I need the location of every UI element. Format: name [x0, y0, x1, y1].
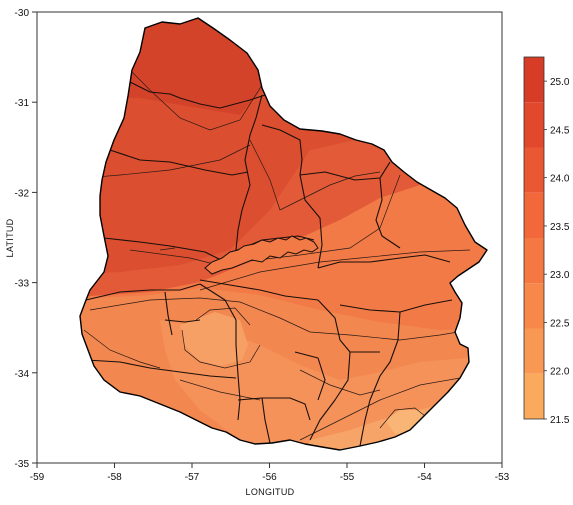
rio-negro-reservoir	[204, 235, 319, 275]
colorbar-label: 23.0	[550, 270, 570, 281]
colorbar-segment	[524, 102, 544, 148]
y-tick-label: -31	[15, 98, 30, 109]
colorbar: 25.0 24.5 24.0 23.5 23.0 22.5 22.0 21.5	[523, 56, 570, 426]
y-tick-label: -30	[15, 8, 30, 19]
x-tick-label: -54	[417, 472, 432, 483]
colorbar-segment	[524, 147, 544, 193]
colorbar-segment	[524, 283, 544, 329]
y-tick-label: -33	[15, 279, 30, 290]
x-axis-label: LONGITUD	[246, 487, 295, 497]
colorbar-label: 22.0	[550, 367, 570, 378]
department-boundaries	[85, 81, 453, 447]
colorbar-label: 24.5	[550, 125, 570, 136]
y-axis-label: LATITUD	[5, 218, 15, 257]
x-tick-label: -58	[107, 472, 122, 483]
colorbar-segment	[524, 57, 544, 103]
band-cool-centre	[180, 312, 248, 366]
colorbar-segment	[524, 328, 544, 374]
colorbar-segment	[524, 373, 544, 419]
x-tick-label: -57	[185, 472, 200, 483]
y-tick-label: -35	[15, 459, 30, 470]
x-tick-label: -55	[340, 472, 355, 483]
colorbar-label: 25.0	[550, 77, 570, 88]
colorbar-label: 21.5	[550, 415, 570, 426]
y-axis-ticks: -30 -31 -32 -33 -34 -35	[15, 8, 37, 470]
x-axis-ticks: -59 -58 -57 -56 -55 -54 -53	[30, 463, 510, 483]
x-tick-label: -53	[495, 472, 510, 483]
x-tick-label: -59	[30, 472, 45, 483]
colorbar-label: 24.0	[550, 174, 570, 185]
colorbar-segment	[524, 238, 544, 284]
colorbar-label: 22.5	[550, 318, 570, 329]
y-tick-label: -32	[15, 188, 30, 199]
colorbar-label: 23.5	[550, 222, 570, 233]
colorbar-frame	[523, 56, 545, 420]
colorbar-segment	[524, 192, 544, 238]
x-tick-label: -56	[262, 472, 277, 483]
y-tick-label: -34	[15, 369, 30, 380]
